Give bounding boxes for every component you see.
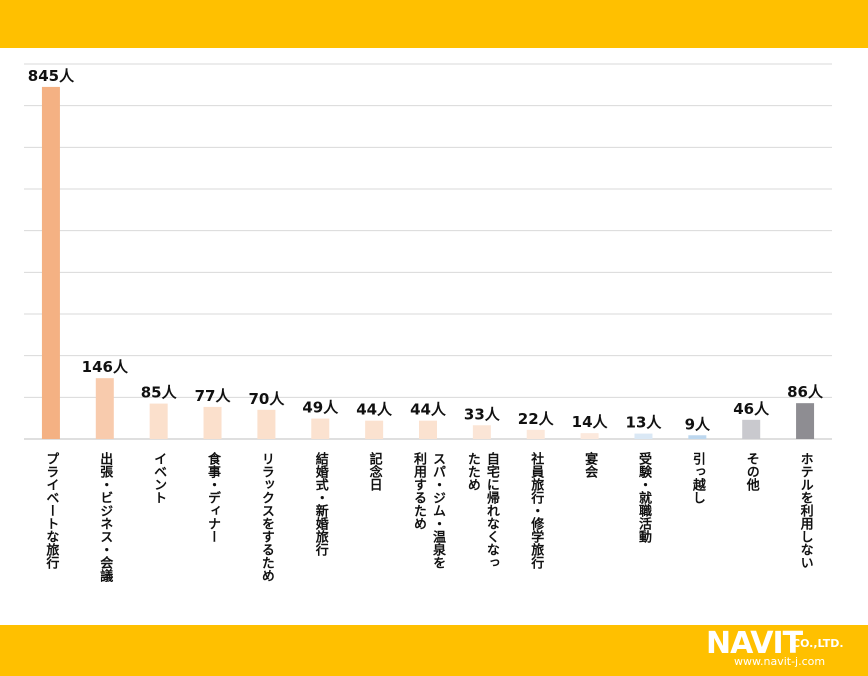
bar — [419, 420, 437, 439]
bar — [311, 418, 330, 439]
bar — [365, 420, 384, 439]
category-label: 出張・ビジネス・会議 — [97, 452, 113, 582]
category-label: 受験・就職活動 — [635, 452, 651, 543]
navit-logo: NAVIT CO.,LTD. www.navit-j.com — [706, 627, 856, 673]
bar — [203, 406, 222, 439]
data-label: 70人 — [248, 390, 285, 408]
data-label: 845人 — [28, 67, 75, 85]
category-label: ホテルを利用しない — [797, 452, 813, 569]
value-labels: 845人 146人 85人 77人 70人 49人 44人 44人 33人 22人 14人 13人 9人… — [28, 67, 824, 433]
data-label: 33人 — [464, 405, 501, 423]
bar — [634, 433, 653, 439]
gridlines — [24, 63, 832, 440]
data-label: 86人 — [787, 383, 824, 401]
bar — [472, 425, 491, 439]
category-label: その他 — [743, 452, 759, 491]
data-label: 44人 — [356, 401, 393, 419]
data-label: 85人 — [141, 384, 178, 402]
data-label: 46人 — [733, 400, 770, 418]
data-label: 14人 — [572, 413, 609, 431]
category-label: スパ・ジム・温泉を 利用するため — [411, 452, 445, 569]
bars — [41, 86, 815, 440]
category-label: 宴会 — [582, 452, 598, 478]
bar — [796, 403, 815, 439]
category-label: 結婚式・新婚旅行 — [312, 452, 328, 556]
category-label: 社員旅行・修学旅行 — [528, 452, 544, 569]
data-label: 22人 — [518, 410, 555, 428]
bar — [257, 409, 276, 439]
bar — [742, 419, 761, 439]
data-label: 44人 — [410, 401, 447, 419]
bar — [41, 86, 60, 440]
logo-company-suffix: CO.,LTD. — [792, 637, 844, 650]
bar — [149, 403, 168, 439]
data-label: 13人 — [626, 414, 663, 432]
bar — [95, 378, 114, 439]
bar — [526, 429, 545, 439]
logo-url: www.navit-j.com — [734, 655, 826, 668]
data-label: 77人 — [195, 387, 232, 405]
bar — [580, 433, 599, 439]
bottom-banner — [0, 625, 868, 676]
data-label: 9人 — [685, 415, 711, 433]
category-label: プライベートな旅行 — [43, 452, 59, 569]
category-label: 自宅に帰れなくなっ たため — [464, 452, 499, 569]
category-label: イベント — [151, 452, 167, 504]
top-banner — [0, 0, 868, 48]
category-label: 食事・ディナー — [205, 452, 221, 543]
data-label: 146人 — [82, 358, 129, 376]
bar — [688, 435, 707, 439]
data-label: 49人 — [302, 399, 339, 417]
category-label: 引っ越し — [689, 452, 705, 504]
category-label: リラックスをするため — [258, 452, 274, 582]
category-label: 記念日 — [366, 452, 382, 491]
logo-wordmark: NAVIT — [706, 626, 803, 661]
